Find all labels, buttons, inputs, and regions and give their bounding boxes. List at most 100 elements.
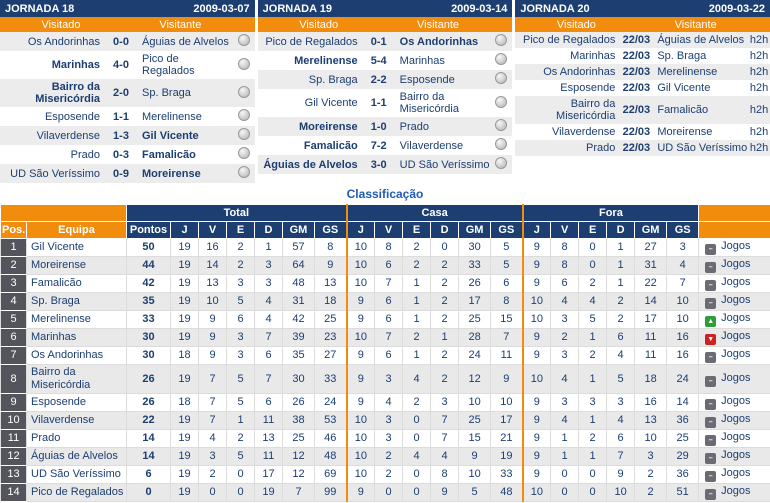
team-link[interactable]: UD São Veríssimo (26, 465, 127, 484)
team-link[interactable]: Gil Vicente (26, 238, 127, 257)
home-team[interactable]: UD São Veríssimo (10, 167, 100, 180)
away-team[interactable]: Famalicão (142, 148, 196, 161)
home-team[interactable]: Vilaverdense (551, 126, 616, 138)
away-team[interactable]: Sp. Braga (142, 87, 191, 99)
team-link[interactable]: Famalicão (26, 274, 127, 293)
home-team[interactable]: Prado (70, 148, 100, 161)
match-score[interactable]: 4-0 (113, 59, 129, 71)
away-team[interactable]: Sp. Braga (657, 50, 707, 62)
away-team[interactable]: Águias de Alvelos (657, 34, 745, 46)
h2h-link[interactable]: h2h (749, 66, 769, 78)
team-link[interactable]: Bairro da Misericórdia (26, 364, 127, 394)
h2h-link[interactable]: h2h (749, 50, 769, 62)
away-team[interactable]: Marinhas (399, 54, 445, 67)
jogos-link[interactable]: Jogos (721, 348, 751, 360)
home-team[interactable]: Marinhas (570, 50, 616, 62)
away-team[interactable]: Os Andorinhas (399, 35, 479, 48)
home-team[interactable]: Vilaverdense (36, 129, 100, 142)
ball-icon[interactable] (237, 166, 250, 178)
team-link[interactable]: Os Andorinhas (26, 346, 127, 365)
match-score[interactable]: 3-0 (370, 158, 387, 171)
away-team[interactable]: Merelinense (142, 110, 202, 123)
ball-icon[interactable] (237, 85, 250, 98)
jogos-link[interactable]: Jogos (721, 395, 751, 407)
away-team[interactable]: Esposende (399, 73, 455, 86)
jogos-link[interactable]: Jogos (721, 431, 751, 443)
team-link[interactable]: Marinhas (26, 328, 127, 347)
ball-icon[interactable] (237, 109, 250, 121)
match-score[interactable]: 0-9 (113, 167, 129, 180)
ball-icon[interactable] (237, 57, 250, 70)
match-score[interactable]: 2-2 (370, 73, 387, 86)
jogos-link[interactable]: Jogos (721, 258, 751, 270)
jogos-link[interactable]: Jogos (721, 330, 751, 342)
ball-icon[interactable] (495, 53, 508, 65)
ball-icon[interactable] (237, 147, 250, 159)
team-link[interactable]: Merelinense (26, 310, 127, 329)
jogos-link[interactable]: Jogos (721, 276, 751, 288)
match-score[interactable]: 0-0 (113, 35, 129, 48)
match-score[interactable]: 1-1 (370, 97, 387, 109)
h2h-link[interactable]: h2h (749, 126, 769, 138)
ball-icon[interactable] (237, 34, 250, 46)
ball-icon[interactable] (495, 119, 508, 131)
match-score[interactable]: 0-3 (113, 148, 129, 161)
jogos-link[interactable]: Jogos (721, 312, 751, 324)
jogos-link[interactable]: Jogos (721, 371, 751, 384)
team-link[interactable]: Pico de Regalados (26, 483, 127, 502)
away-team[interactable]: UD São Veríssimo (657, 142, 748, 154)
ball-icon[interactable] (495, 138, 508, 150)
home-team[interactable]: Bairro da Misericórdia (556, 98, 616, 122)
h2h-link[interactable]: h2h (749, 34, 769, 46)
jogos-link[interactable]: Jogos (721, 240, 751, 252)
home-team[interactable]: Famalicão (303, 139, 358, 152)
jogos-link[interactable]: Jogos (721, 449, 751, 461)
match-score[interactable]: 1-1 (113, 110, 129, 123)
h2h-link[interactable]: h2h (749, 142, 769, 154)
away-team[interactable]: Gil Vicente (142, 129, 199, 142)
away-team[interactable]: Moreirense (142, 167, 201, 180)
away-team[interactable]: Gil Vicente (657, 82, 711, 94)
team-link[interactable]: Sp. Braga (26, 292, 127, 311)
team-link[interactable]: Moreirense (26, 256, 127, 275)
home-team[interactable]: Os Andorinhas (543, 66, 616, 78)
ball-icon[interactable] (495, 72, 508, 84)
ball-icon[interactable] (495, 95, 508, 108)
away-team[interactable]: Merelinense (657, 66, 718, 78)
home-team[interactable]: Pico de Regalados (265, 35, 358, 48)
jogos-link[interactable]: Jogos (721, 294, 751, 306)
home-team[interactable]: Sp. Braga (308, 73, 358, 86)
jogos-link[interactable]: Jogos (721, 485, 751, 497)
team-link[interactable]: Águias de Alvelos (26, 447, 127, 466)
home-team[interactable]: Bairro da Misericórdia (35, 81, 100, 105)
ball-icon[interactable] (495, 157, 508, 169)
match-score[interactable]: 1-3 (113, 129, 129, 142)
match-score[interactable]: 2-0 (113, 87, 129, 99)
away-team[interactable]: Águias de Alvelos (142, 35, 229, 48)
team-link[interactable]: Prado (26, 429, 127, 448)
ball-icon[interactable] (495, 34, 508, 46)
home-team[interactable]: Marinhas (51, 59, 100, 71)
away-team[interactable]: Pico de Regalados (142, 53, 195, 77)
h2h-link[interactable]: h2h (749, 104, 769, 116)
match-score[interactable]: 1-0 (370, 120, 387, 133)
home-team[interactable]: Merelinense (294, 54, 358, 67)
home-team[interactable]: Esposende (44, 110, 100, 123)
away-team[interactable]: Famalicão (657, 104, 709, 116)
away-team[interactable]: Prado (399, 120, 430, 133)
home-team[interactable]: Moreirense (298, 120, 358, 133)
jogos-link[interactable]: Jogos (721, 413, 751, 425)
home-team[interactable]: Prado (585, 142, 616, 154)
home-team[interactable]: Os Andorinhas (27, 35, 100, 48)
match-score[interactable]: 7-2 (370, 139, 387, 152)
ball-icon[interactable] (237, 128, 250, 140)
h2h-link[interactable]: h2h (749, 82, 769, 94)
home-team[interactable]: Esposende (560, 82, 616, 94)
away-team[interactable]: Bairro da Misericórdia (399, 91, 459, 115)
away-team[interactable]: Vilaverdense (399, 139, 464, 152)
home-team[interactable]: Pico de Regalados (523, 34, 616, 46)
home-team[interactable]: Águias de Alvelos (263, 158, 358, 171)
away-team[interactable]: Moreirense (657, 126, 713, 138)
match-score[interactable]: 5-4 (370, 54, 387, 67)
team-link[interactable]: Esposende (26, 393, 127, 412)
